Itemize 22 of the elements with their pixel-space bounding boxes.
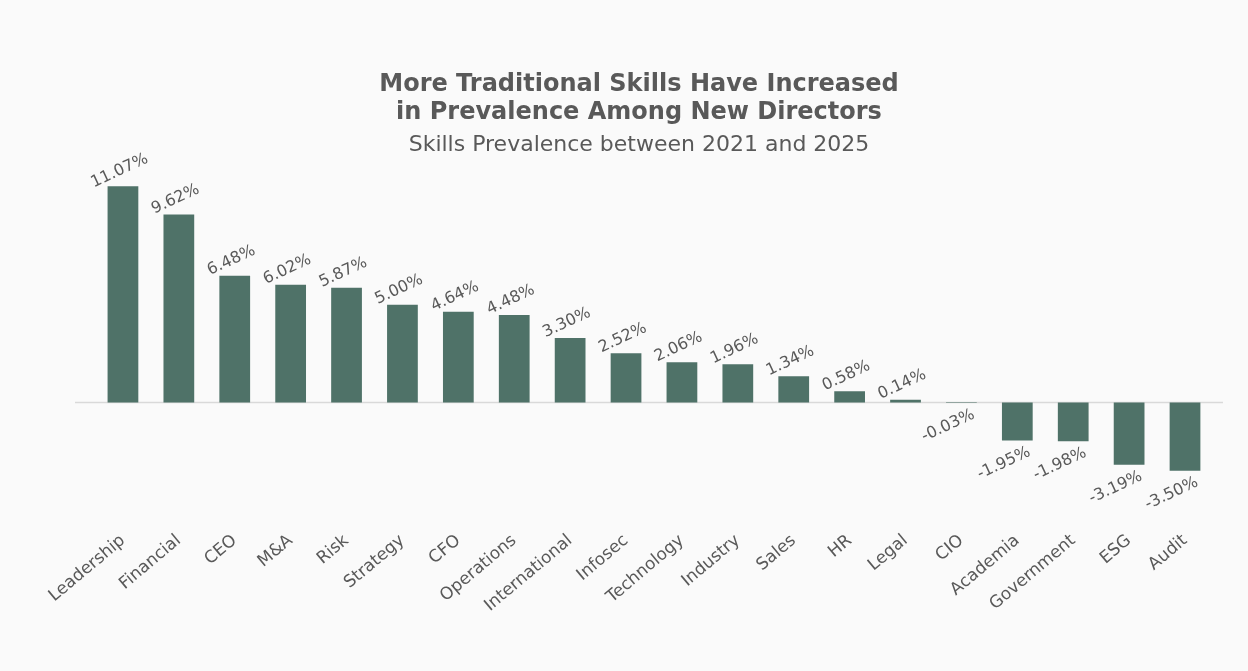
bar bbox=[387, 304, 418, 403]
bar bbox=[722, 364, 754, 403]
bar bbox=[834, 391, 865, 403]
bar bbox=[1057, 402, 1089, 442]
x-tick-label: HR bbox=[823, 529, 856, 561]
bar bbox=[554, 337, 586, 403]
bar bbox=[610, 353, 642, 403]
bar bbox=[163, 214, 195, 403]
bar bbox=[331, 287, 362, 403]
x-tick-label: CEO bbox=[199, 529, 241, 569]
bar bbox=[498, 314, 530, 403]
bar bbox=[275, 284, 307, 403]
chart-title: More Traditional Skills Have Increased in Prevalence Among New Directors bbox=[379, 68, 899, 126]
bar bbox=[1001, 402, 1033, 441]
chart-subtitle: Skills Prevalence between 2021 and 2025 bbox=[408, 130, 870, 156]
bar bbox=[778, 376, 810, 403]
bar bbox=[219, 275, 251, 403]
bar bbox=[666, 362, 698, 403]
bar bbox=[1169, 402, 1201, 471]
bar bbox=[107, 186, 139, 403]
bar bbox=[1113, 402, 1145, 465]
bar bbox=[442, 311, 474, 403]
